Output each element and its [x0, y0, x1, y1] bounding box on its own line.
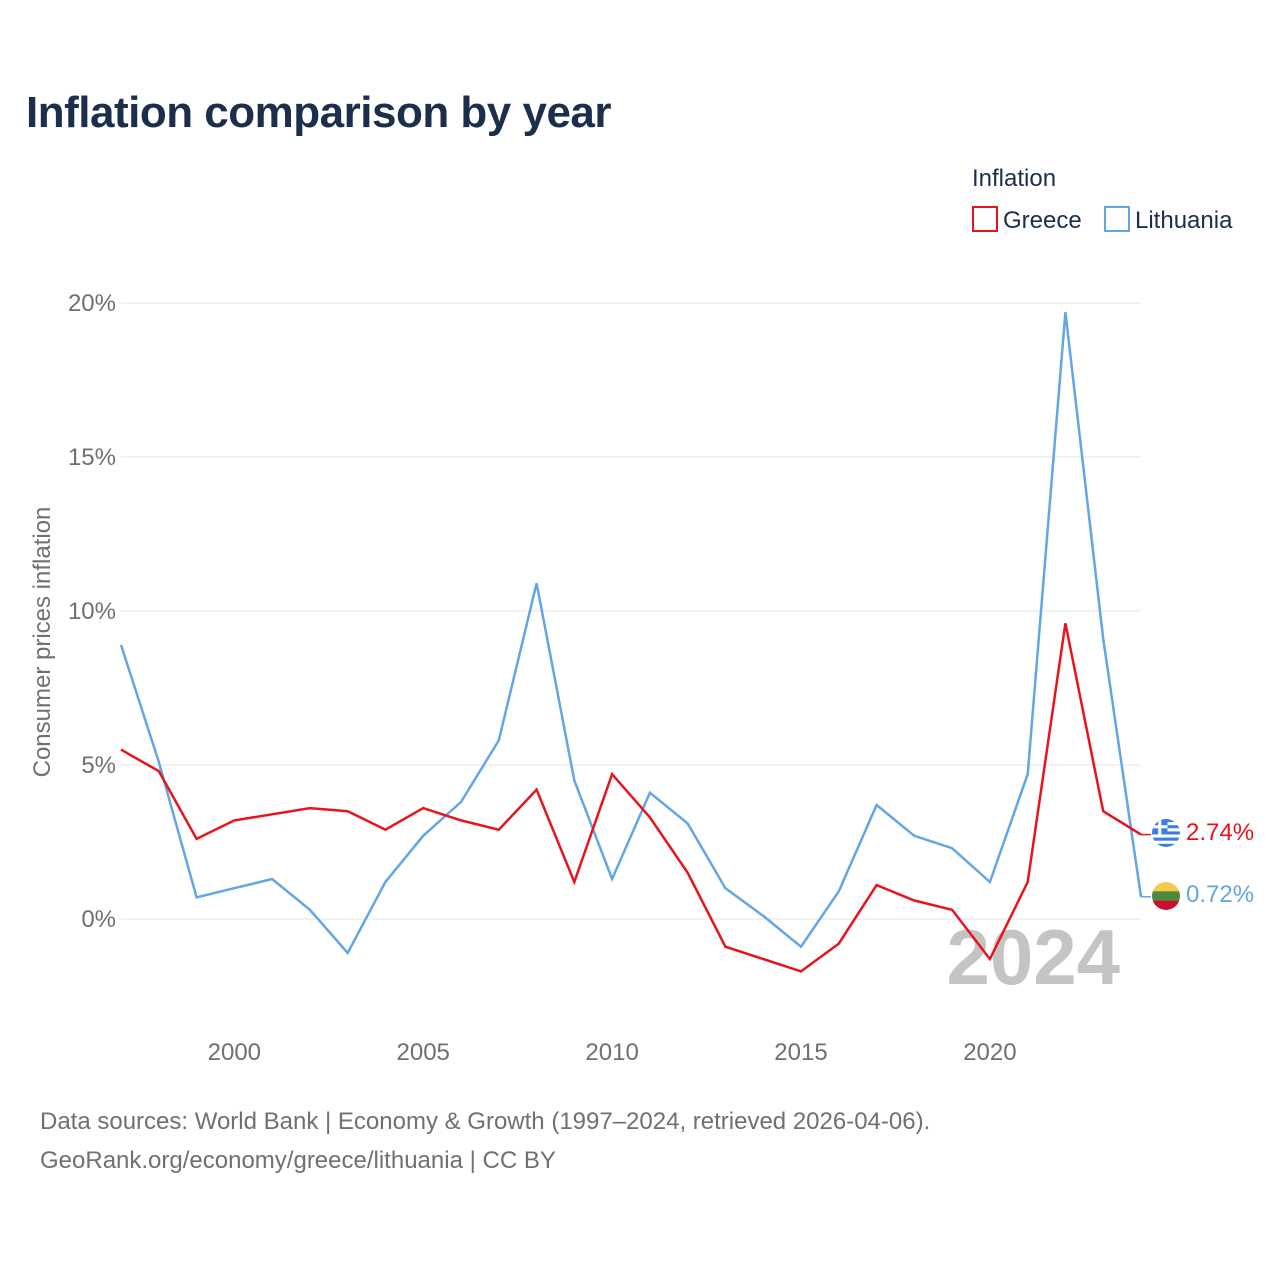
- series-lines: [119, 312, 1151, 973]
- y-tick-label: 5%: [81, 752, 116, 779]
- y-axis-ticks: 0% 5% 10% 15% 20%: [68, 290, 116, 933]
- series-line-lithuania: [119, 312, 1143, 956]
- series-line-greece: [120, 623, 1142, 973]
- legend-swatch-greece: [972, 206, 998, 232]
- x-tick-label: 2020: [963, 1039, 1016, 1066]
- lithuania-flag-icon: [1152, 882, 1180, 910]
- y-tick-label: 10%: [68, 598, 116, 625]
- greece-flag-icon: [1152, 819, 1180, 847]
- x-tick-label: 2005: [397, 1039, 450, 1066]
- greece-end-label: 2.74%: [1186, 819, 1254, 846]
- x-tick-label: 2010: [585, 1039, 638, 1066]
- lithuania-end-label: 0.72%: [1186, 881, 1254, 908]
- y-axis-label: Consumer prices inflation: [29, 507, 56, 778]
- legend-label-lithuania: Lithuania: [1135, 207, 1233, 234]
- x-tick-label: 2015: [774, 1039, 827, 1066]
- year-watermark: 2024: [946, 913, 1120, 1001]
- legend-swatch-lithuania: [1104, 206, 1130, 232]
- chart-title: Inflation comparison by year: [26, 88, 612, 137]
- legend-item-greece[interactable]: Greece: [972, 206, 1082, 234]
- footer-credit: GeoRank.org/economy/greece/lithuania | C…: [40, 1147, 556, 1174]
- legend-item-lithuania[interactable]: Lithuania: [1104, 206, 1233, 234]
- footer-source: Data sources: World Bank | Economy & Gro…: [40, 1108, 931, 1135]
- x-tick-label: 2000: [208, 1039, 261, 1066]
- legend-title: Inflation: [972, 165, 1056, 192]
- legend: Inflation Greece Lithuania: [972, 165, 1233, 234]
- legend-label-greece: Greece: [1003, 207, 1082, 234]
- y-tick-label: 20%: [68, 290, 116, 317]
- x-axis-ticks: 2000 2005 2010 2015 2020: [208, 1039, 1017, 1066]
- y-tick-label: 15%: [68, 444, 116, 471]
- gridlines: [121, 302, 1141, 920]
- y-tick-label: 0%: [81, 906, 116, 933]
